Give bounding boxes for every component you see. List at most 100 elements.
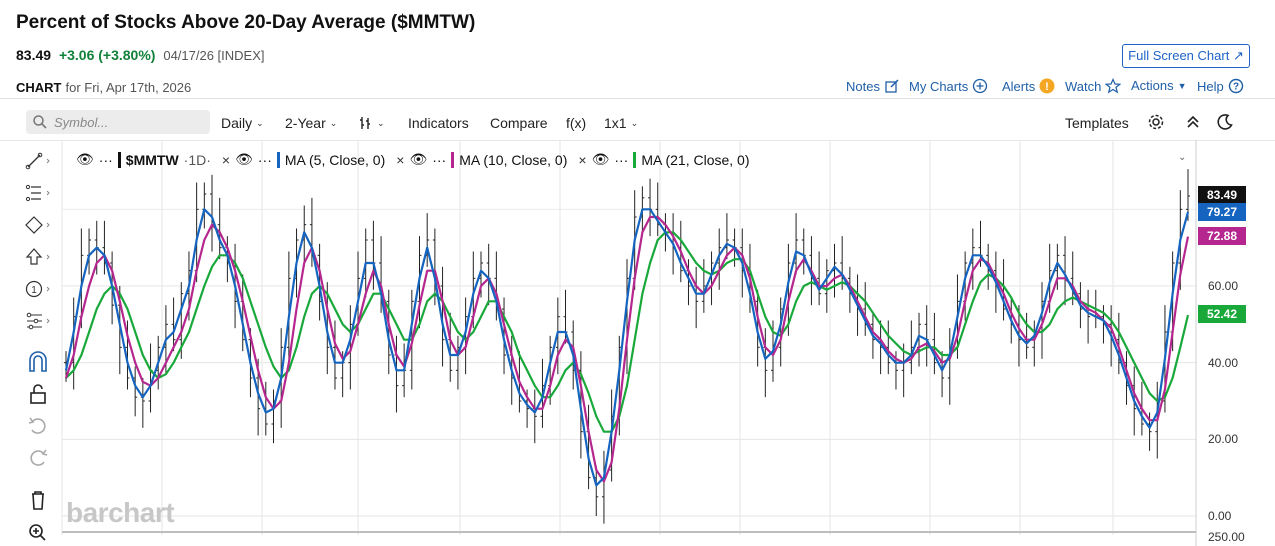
double-chevron-up-icon: [1187, 115, 1199, 128]
chart-type-dropdown[interactable]: ⌄: [357, 115, 385, 131]
search-icon: [33, 115, 47, 129]
unlock-icon: [30, 384, 46, 404]
redo-icon: [30, 449, 48, 466]
ma21-line: [65, 231, 1190, 433]
actions-menu[interactable]: Actions ▼: [1131, 78, 1187, 93]
y-tick-lower: 250.00: [1208, 530, 1245, 544]
full-screen-chart-button[interactable]: Full Screen Chart ↗: [1122, 44, 1250, 68]
y-tick-0: 0.00: [1208, 509, 1232, 523]
zoom-button[interactable]: [24, 521, 52, 543]
more-icon[interactable]: ···: [98, 151, 113, 168]
edit-icon: [885, 79, 899, 93]
chart-label: CHART: [16, 80, 62, 95]
legend-ma10: MA (10, Close, 0): [459, 151, 568, 168]
full-screen-label: Full Screen Chart: [1128, 48, 1230, 63]
arrow-up-icon: [25, 248, 50, 265]
quote-line: 83.49 +3.06 (+3.80%) 04/17/26 [INDEX]: [16, 47, 265, 63]
zoom-in-icon: [29, 524, 46, 541]
ma21-swatch: [633, 151, 637, 168]
eye-icon[interactable]: 👁: [591, 151, 610, 167]
fx-button[interactable]: f(x): [566, 115, 587, 131]
layout-label: 1x1: [604, 115, 627, 131]
last-price-tag: 83.49: [1198, 186, 1246, 204]
range-dropdown[interactable]: 2-Year ⌄: [285, 115, 337, 131]
barchart-watermark: barchart: [66, 497, 175, 528]
actions-label: Actions: [1131, 78, 1174, 93]
alerts-label: Alerts: [1002, 78, 1036, 94]
caret-down-icon: ▼: [1177, 80, 1187, 91]
watch-link[interactable]: Watch: [1065, 78, 1122, 94]
label-tool[interactable]: 1: [24, 278, 52, 300]
shapes-tool[interactable]: [24, 214, 52, 236]
alert-icon: !: [1039, 78, 1055, 94]
help-link[interactable]: Help ?: [1197, 78, 1244, 94]
chevron-down-icon: ⌄: [630, 117, 639, 128]
chart-legend: 👁 ··· $MMTW ·1D· × 👁 ··· MA (5, Close, 0) ×…: [76, 151, 750, 168]
trendline-tool[interactable]: [24, 150, 52, 172]
date-tag: 04/17/26 [INDEX]: [163, 48, 265, 63]
undo-button[interactable]: [24, 415, 52, 437]
number-circle-icon: 1: [25, 280, 50, 298]
ma10-line: [64, 215, 1190, 483]
toolbar-divider: [0, 140, 1275, 141]
fibonacci-icon: [25, 184, 50, 202]
legend-collapse-icon[interactable]: ⌄: [1178, 152, 1187, 163]
ma10-price-tag: 72.88: [1198, 227, 1246, 245]
shapes-icon: [25, 216, 50, 234]
close-icon[interactable]: ×: [221, 151, 231, 168]
legend-interval: ·1D·: [183, 151, 211, 168]
chevron-down-icon: ⌄: [256, 117, 264, 128]
price-swatch: [117, 151, 121, 168]
y-tick-40: 40.00: [1208, 356, 1239, 370]
compare-button[interactable]: Compare: [490, 115, 548, 131]
more-icon[interactable]: ···: [614, 151, 629, 168]
ma21-price-tag: 52.42: [1198, 305, 1246, 323]
my-charts-link[interactable]: My Charts: [909, 78, 988, 94]
redo-button[interactable]: [24, 447, 52, 469]
symbol-search-input[interactable]: Symbol...: [26, 110, 210, 134]
header-divider: [0, 98, 1275, 99]
fib-tool[interactable]: [24, 182, 52, 204]
more-icon[interactable]: ···: [257, 151, 272, 168]
indicators-button[interactable]: Indicators: [408, 115, 469, 131]
eye-icon[interactable]: 👁: [409, 151, 428, 167]
star-icon: [1105, 78, 1122, 94]
help-icon: ?: [1228, 78, 1243, 94]
notes-link[interactable]: Notes: [846, 78, 900, 94]
svg-text:!: !: [1045, 81, 1049, 93]
legend-ma5: MA (5, Close, 0): [284, 151, 386, 168]
y-tick-60: 60.00: [1208, 279, 1239, 293]
notes-label: Notes: [846, 78, 880, 94]
line-tool-icon: [25, 152, 50, 170]
eye-icon[interactable]: 👁: [235, 151, 253, 167]
dark-mode-button[interactable]: [1216, 113, 1234, 131]
ma5-price-tag: 79.27: [1198, 203, 1246, 221]
pattern-tool[interactable]: [24, 310, 52, 332]
close-icon[interactable]: ×: [578, 151, 587, 168]
chevron-down-icon: ⌄: [329, 117, 338, 128]
period-dropdown[interactable]: Daily ⌄: [221, 115, 264, 131]
arrow-tool[interactable]: [24, 246, 52, 268]
y-tick-20: 20.00: [1208, 432, 1239, 446]
templates-button[interactable]: Templates: [1065, 115, 1129, 131]
magnet-tool[interactable]: [24, 351, 52, 373]
collapse-button[interactable]: [1185, 113, 1201, 131]
chart-date: for Fri, Apr 17th, 2026: [65, 80, 192, 95]
delete-drawings-button[interactable]: [24, 489, 52, 511]
pattern-icon: [26, 312, 50, 330]
lock-tool[interactable]: [24, 383, 52, 405]
eye-icon[interactable]: 👁: [76, 151, 94, 167]
price-change: +3.06 (+3.80%): [58, 47, 156, 63]
range-label: 2-Year: [285, 115, 326, 131]
last-price: 83.49: [16, 47, 52, 63]
magnet-icon: [29, 351, 47, 372]
my-charts-label: My Charts: [909, 78, 969, 94]
close-icon[interactable]: ×: [396, 151, 405, 168]
price-chart[interactable]: [0, 140, 1275, 546]
more-icon[interactable]: ···: [432, 151, 447, 168]
undo-icon: [28, 417, 46, 434]
layout-dropdown[interactable]: 1x1 ⌄: [604, 115, 638, 131]
alerts-link[interactable]: Alerts !: [1002, 78, 1055, 94]
help-label: Help: [1197, 78, 1224, 94]
settings-button[interactable]: [1147, 113, 1165, 131]
